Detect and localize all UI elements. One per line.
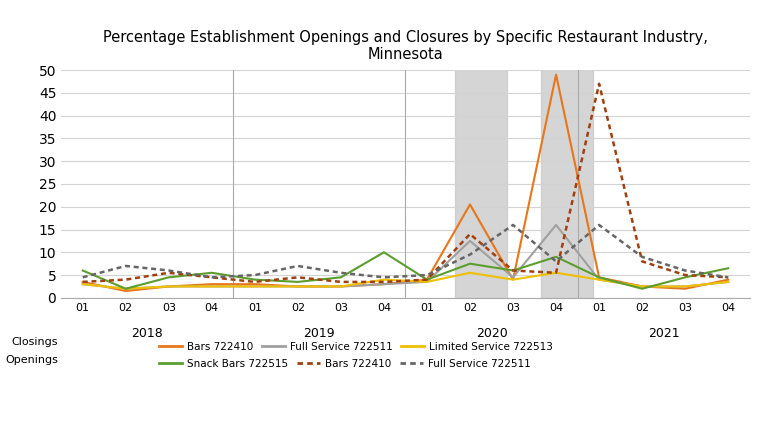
Text: 2021: 2021 — [648, 327, 679, 340]
Text: 2019: 2019 — [304, 327, 335, 340]
Text: Openings: Openings — [5, 356, 58, 365]
Text: 2020: 2020 — [476, 327, 507, 340]
Bar — [541, 70, 593, 298]
Legend: Snack Bars 722515, Bars 722410, Full Service 722511: Snack Bars 722515, Bars 722410, Full Ser… — [159, 359, 530, 369]
Text: 2018: 2018 — [132, 327, 163, 340]
Text: Closings: Closings — [11, 337, 58, 347]
Title: Percentage Establishment Openings and Closures by Specific Restaurant Industry,
: Percentage Establishment Openings and Cl… — [103, 30, 708, 62]
Bar — [455, 70, 506, 298]
